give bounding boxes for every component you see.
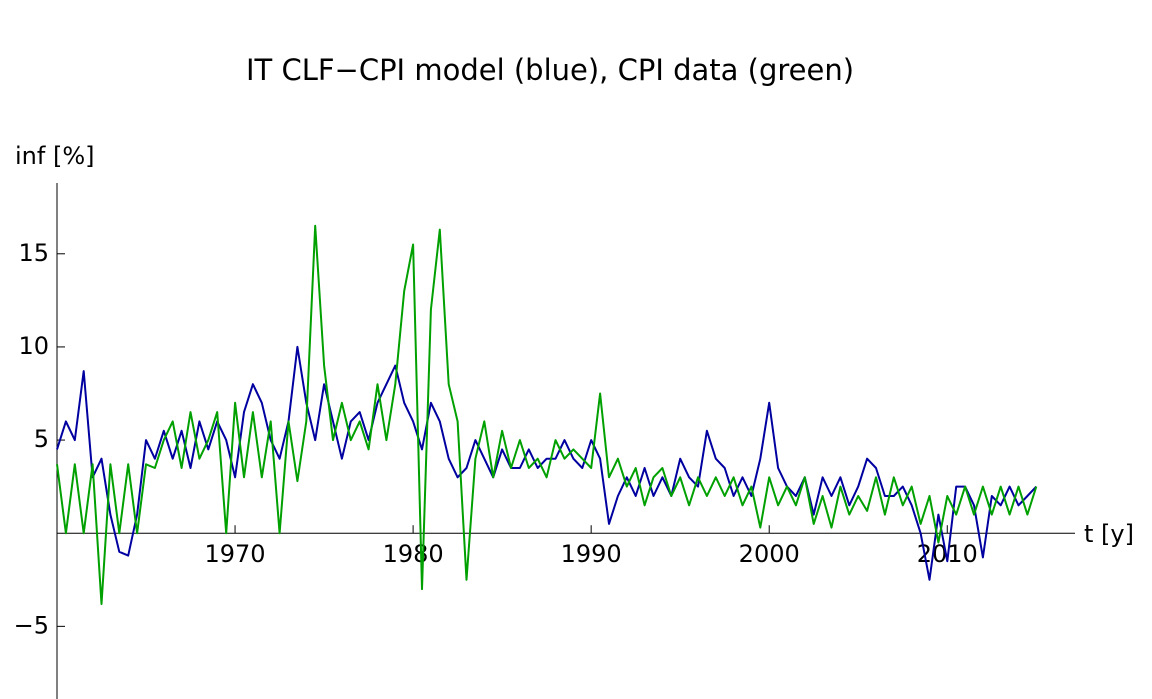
y-axis-label: inf [%] — [15, 142, 95, 170]
x-axis-label: t [y] — [1084, 520, 1134, 548]
x-tick-label: 1970 — [205, 540, 266, 568]
y-tick-label: 5 — [34, 425, 49, 453]
y-tick-label: −5 — [14, 611, 49, 639]
series-line — [56, 345, 1038, 581]
y-tick-label: 10 — [18, 332, 49, 360]
y-tick-label: 15 — [18, 239, 49, 267]
series-line — [56, 224, 1038, 605]
x-tick-label: 1990 — [561, 540, 622, 568]
chart-title: IT CLF−CPI model (blue), CPI data (green… — [246, 53, 854, 87]
x-tick-label: 1980 — [383, 540, 444, 568]
x-tick-label: 2000 — [739, 540, 800, 568]
